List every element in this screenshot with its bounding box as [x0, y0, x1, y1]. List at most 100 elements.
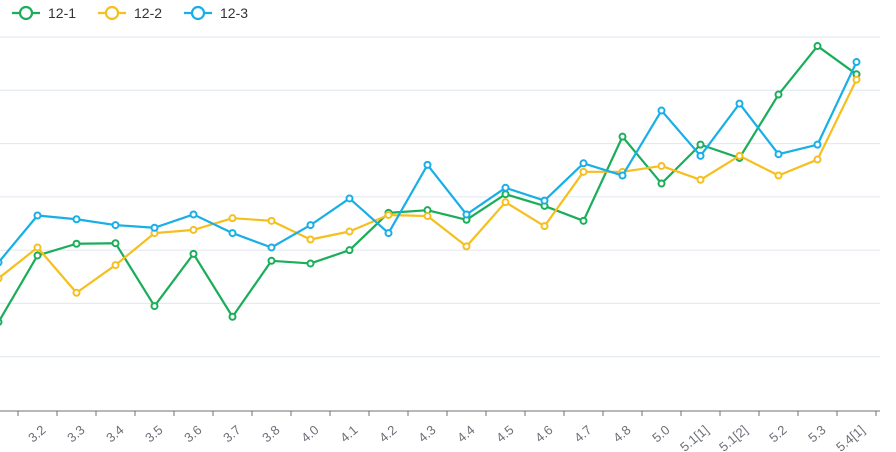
data-point[interactable] [813, 155, 822, 164]
data-point[interactable] [228, 214, 237, 223]
data-point[interactable] [696, 140, 705, 149]
data-point[interactable] [813, 42, 822, 51]
x-tick-label: 5.1[1] [677, 422, 712, 452]
data-point[interactable] [306, 259, 315, 268]
data-point[interactable] [72, 288, 81, 297]
data-point[interactable] [345, 194, 354, 203]
x-tick-label: 5.2 [766, 422, 789, 445]
data-point[interactable] [150, 223, 159, 232]
data-point[interactable] [852, 58, 861, 67]
data-point[interactable] [306, 221, 315, 230]
x-tick-label: 3.2 [25, 422, 48, 445]
data-point[interactable] [618, 132, 627, 141]
data-point[interactable] [33, 243, 42, 252]
series-lines [0, 42, 861, 326]
legend-marker-icon [18, 5, 34, 21]
series-12-1 [0, 42, 861, 326]
data-point[interactable] [33, 251, 42, 260]
data-point[interactable] [228, 312, 237, 321]
data-point[interactable] [657, 161, 666, 170]
data-point[interactable] [579, 159, 588, 168]
data-point[interactable] [267, 256, 276, 265]
x-tick-label: 4.1 [337, 422, 360, 445]
data-point[interactable] [228, 229, 237, 238]
data-point[interactable] [735, 151, 744, 160]
data-point[interactable] [345, 227, 354, 236]
legend-label: 12-2 [134, 5, 162, 21]
x-tick-label: 3.8 [259, 422, 282, 445]
data-point[interactable] [345, 246, 354, 255]
data-point[interactable] [540, 196, 549, 205]
x-tick-label: 4.3 [415, 422, 438, 445]
data-point[interactable] [111, 239, 120, 248]
x-tick-label: 5.1[2] [716, 422, 751, 452]
data-point[interactable] [579, 216, 588, 225]
data-point[interactable] [267, 243, 276, 252]
data-point[interactable] [0, 274, 3, 283]
x-tick-label: 3.5 [142, 422, 165, 445]
x-tick-label: 4.0 [298, 422, 321, 445]
data-point[interactable] [72, 215, 81, 224]
x-tick-label: 3.4 [103, 422, 126, 445]
data-point[interactable] [267, 216, 276, 225]
x-tick-label: 5.4[1] [833, 422, 868, 452]
legend-item-12-1[interactable]: 12-1 [12, 5, 76, 21]
data-point[interactable] [423, 160, 432, 169]
series-line [0, 79, 858, 294]
data-point[interactable] [852, 75, 861, 84]
x-tick-label: 4.8 [610, 422, 633, 445]
data-point[interactable] [189, 210, 198, 219]
legend[interactable]: 12-1 12-2 12-3 [12, 5, 248, 21]
series-12-3 [0, 58, 861, 267]
x-tick-label: 3.3 [64, 422, 87, 445]
data-point[interactable] [462, 210, 471, 219]
data-point[interactable] [657, 179, 666, 188]
data-point[interactable] [501, 190, 510, 199]
data-point[interactable] [618, 171, 627, 180]
x-tick-label: 5.0 [649, 422, 672, 445]
x-tick-label: 5.3 [805, 422, 828, 445]
series-12-2 [0, 75, 861, 297]
data-point[interactable] [813, 140, 822, 149]
data-point[interactable] [696, 175, 705, 184]
x-tick-label: 3.6 [181, 422, 204, 445]
series-line [0, 44, 858, 322]
x-tick-label: 4.5 [493, 422, 516, 445]
x-tick-label: 4.2 [376, 422, 399, 445]
data-point[interactable] [0, 258, 3, 267]
legend-item-12-3[interactable]: 12-3 [184, 5, 248, 21]
data-point[interactable] [111, 221, 120, 230]
data-point[interactable] [540, 222, 549, 231]
data-point[interactable] [774, 171, 783, 180]
data-point[interactable] [579, 167, 588, 176]
data-point[interactable] [189, 225, 198, 234]
data-point[interactable] [111, 261, 120, 270]
data-point[interactable] [423, 212, 432, 221]
data-point[interactable] [657, 106, 666, 115]
data-point[interactable] [735, 99, 744, 108]
data-point[interactable] [72, 239, 81, 248]
data-point[interactable] [774, 150, 783, 159]
data-point[interactable] [384, 210, 393, 219]
data-point[interactable] [306, 235, 315, 244]
data-point[interactable] [33, 211, 42, 220]
data-point[interactable] [462, 242, 471, 251]
legend-item-12-2[interactable]: 12-2 [98, 5, 162, 21]
data-point[interactable] [150, 302, 159, 311]
data-point[interactable] [384, 229, 393, 238]
legend-marker-icon [190, 5, 206, 21]
data-point[interactable] [189, 249, 198, 258]
x-tick-label: 4.7 [571, 422, 594, 445]
data-point[interactable] [774, 90, 783, 99]
x-tick-label: 4.6 [532, 422, 555, 445]
data-point[interactable] [501, 198, 510, 207]
legend-label: 12-1 [48, 5, 76, 21]
data-point[interactable] [501, 183, 510, 192]
data-point[interactable] [696, 151, 705, 160]
legend-label: 12-3 [220, 5, 248, 21]
grid-lines [0, 36, 880, 358]
data-point[interactable] [0, 318, 3, 326]
legend-marker-icon [104, 5, 120, 21]
x-axis: 3.2 3.3 3.4 3.5 3.6 3.7 3.8 4.0 4.1 4.2 4.3 4.4 4.5 4… [0, 410, 880, 452]
